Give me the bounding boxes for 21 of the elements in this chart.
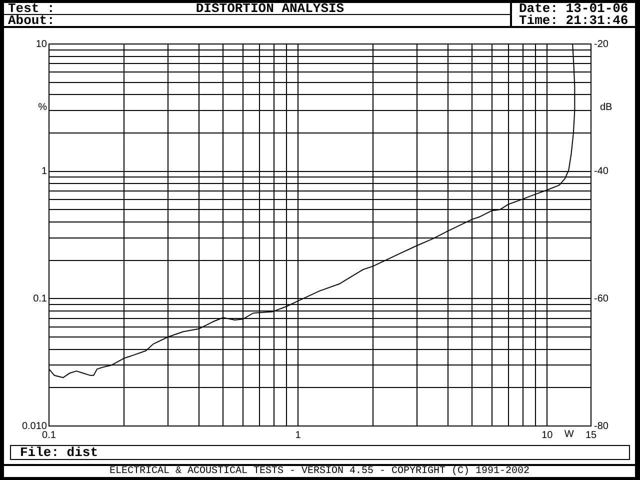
text: Test : <box>8 1 55 16</box>
text: ELECTRICAL & ACOUSTICAL TESTS - VERSION 4.55 - COPYRIGHT (C) 1991-2002 <box>108 466 531 477</box>
y2-tick-label: -60 <box>594 293 609 304</box>
y2-tick-label: -80 <box>594 420 609 432</box>
x-axis-title: W <box>564 428 574 440</box>
y-tick-label: 0.010 <box>22 420 48 432</box>
x-tick-label: 10 <box>542 430 554 441</box>
text: About: <box>8 13 55 28</box>
y2-tick-label: -40 <box>594 166 609 178</box>
x-tick-label: 15 <box>585 430 597 441</box>
y-tick-label: 1 <box>41 166 48 178</box>
y2-tick-label: -20 <box>594 38 609 50</box>
y-tick-label: 0.1 <box>33 293 48 304</box>
chart-title: DISTORTION ANALYSIS <box>194 1 346 16</box>
y-axis-title: % <box>38 102 48 113</box>
x-tick-label: 1 <box>295 430 302 441</box>
text: Date: 13-01-06 <box>519 1 628 16</box>
y2-axis-title: dB <box>600 102 613 113</box>
y-tick-label: 10 <box>36 38 48 50</box>
text: Time: 21:31:46 <box>519 13 628 28</box>
text: File: dist <box>20 445 98 460</box>
